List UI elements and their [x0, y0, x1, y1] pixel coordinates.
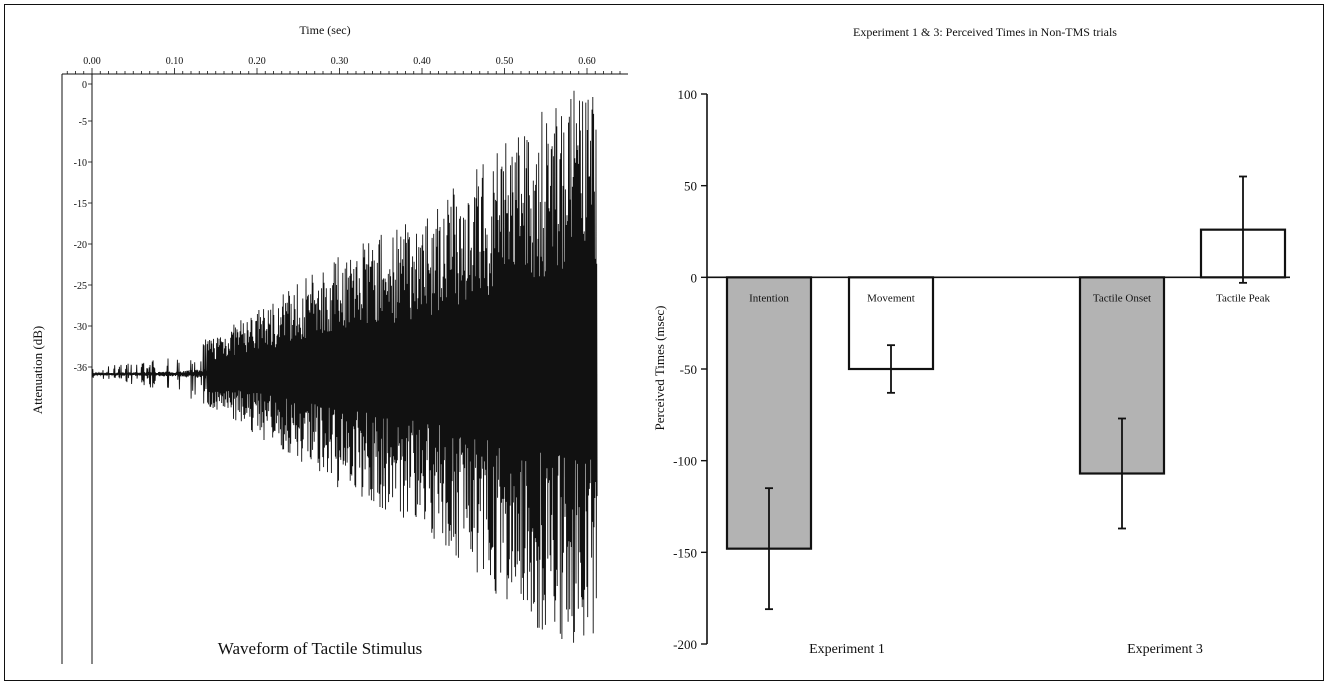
waveform-x-tick-label: 0.30 [331, 56, 349, 67]
bar-chart-y-tick-label: -200 [673, 637, 697, 652]
bar-label: Movement [867, 292, 915, 304]
bar-chart-title: Experiment 1 & 3: Perceived Times in Non… [853, 25, 1117, 39]
waveform-y-tick-label: -30 [74, 322, 87, 333]
bar-label: Tactile Peak [1216, 292, 1270, 304]
waveform-y-tick-label: -10 [74, 158, 87, 169]
waveform-x-axis: 0.00 0.10 0.20 0.30 0.40 0.50 0.60 [62, 56, 628, 75]
waveform-x-tick-label: 0.10 [166, 56, 184, 67]
bar-chart-y-tick-label: -100 [673, 454, 697, 469]
waveform-title: Waveform of Tactile Stimulus [218, 639, 422, 658]
waveform-x-tick-label: 0.20 [248, 56, 266, 67]
waveform-y-tick-label: -36 [74, 363, 87, 374]
waveform-x-tick-label: 0.00 [83, 56, 101, 67]
waveform-y-tick-label: -15 [74, 199, 87, 210]
bar-chart-y-tick-label: -50 [680, 362, 697, 377]
bar-chart-panel: Experiment 1 & 3: Perceived Times in Non… [652, 25, 1290, 657]
bar-chart-y-tick-label: 100 [678, 87, 698, 102]
waveform-y-tick-label: -5 [79, 117, 87, 128]
bar-chart-y-tick-label: 0 [691, 270, 698, 285]
bar-chart-ylabel: Perceived Times (msec) [652, 306, 667, 431]
waveform-y-tick-label: -20 [74, 240, 87, 251]
waveform-signal [91, 90, 598, 643]
bar-chart-group-labels: Experiment 1 Experiment 3 [809, 642, 1203, 657]
bar-chart-marks: Intention Movement Tactile Onset Tactile Pe… [707, 175, 1290, 611]
waveform-panel: Time (sec) 0.00 0.10 0.20 0.30 0.40 0.50 0.60 … [30, 23, 628, 664]
bar-chart-y-tick-label: 50 [684, 179, 697, 194]
bar-chart-y-tick-label: -150 [673, 545, 697, 560]
bar-label: Tactile Onset [1093, 292, 1151, 304]
waveform-x-tick-label: 0.50 [496, 56, 514, 67]
waveform-ylabel: Attenuation (dB) [30, 326, 45, 414]
waveform-y-tick-label: 0 [82, 80, 87, 91]
bar-label: Intention [749, 292, 789, 304]
waveform-x-tick-label: 0.60 [578, 56, 596, 67]
bar-chart-y-axis: 100 50 0 -50 -100 -150 -200 [673, 87, 708, 652]
waveform-x-tick-label: 0.40 [413, 56, 431, 67]
group-label: Experiment 1 [809, 642, 885, 657]
waveform-y-tick-label: -25 [74, 281, 87, 292]
group-label: Experiment 3 [1127, 642, 1203, 657]
waveform-xlabel: Time (sec) [299, 23, 350, 37]
